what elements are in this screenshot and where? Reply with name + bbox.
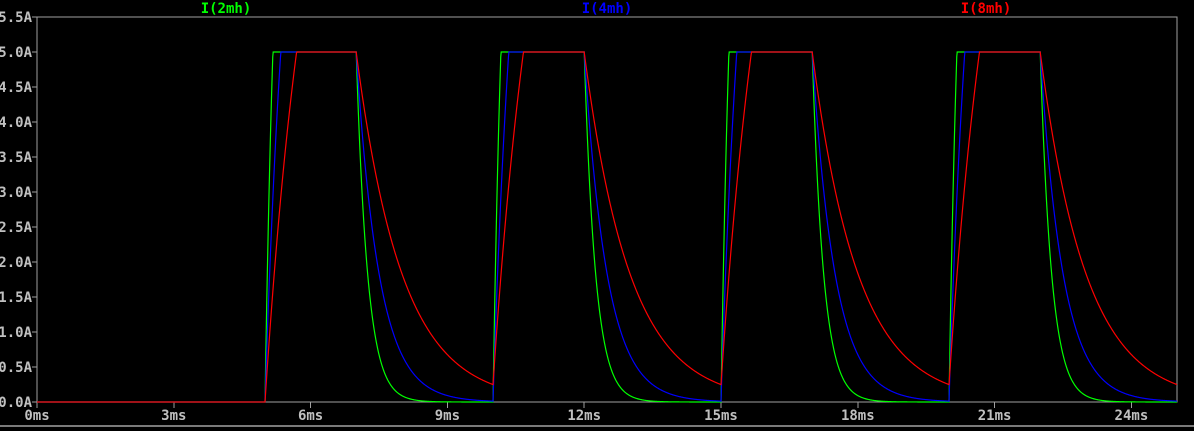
y-axis-tick-label: 3.0A [0,185,33,201]
y-axis-tick-label: 3.5A [0,150,33,166]
y-axis-tick-label: 5.0A [0,45,33,61]
y-axis-tick-label: 1.0A [0,325,33,341]
x-axis-tick-label: 6ms [298,408,323,424]
y-axis-tick-label: 2.5A [0,220,33,236]
x-axis-tick-label: 18ms [841,408,875,424]
y-axis-tick-label: 5.5A [0,10,33,26]
trace-i8mh [37,51,1178,403]
legend-item-i8mh[interactable]: I(8mh) [961,1,1012,17]
plot-area[interactable] [37,17,1177,402]
y-axis-tick-label: 4.5A [0,80,33,96]
y-axis-tick-label: 0.5A [0,360,33,376]
x-axis-tick-label: 0ms [24,408,49,424]
x-axis-tick-label: 15ms [704,408,738,424]
x-axis-tick-label: 24ms [1115,408,1149,424]
y-axis-tick-label: 2.0A [0,255,33,271]
x-axis-tick-label: 21ms [978,408,1012,424]
plot-border [36,16,1178,403]
x-axis-tick-label: 12ms [567,408,601,424]
y-axis-tick-label: 1.5A [0,290,33,306]
legend-item-i2mh[interactable]: I(2mh) [201,1,252,17]
window-border-bottom [0,425,1194,427]
y-axis-tick-label: 0.0A [0,395,33,411]
y-axis-tick-label: 4.0A [0,115,33,131]
x-axis-tick-label: 3ms [161,408,186,424]
x-axis-tick-label: 9ms [435,408,460,424]
legend-item-i4mh[interactable]: I(4mh) [582,1,633,17]
